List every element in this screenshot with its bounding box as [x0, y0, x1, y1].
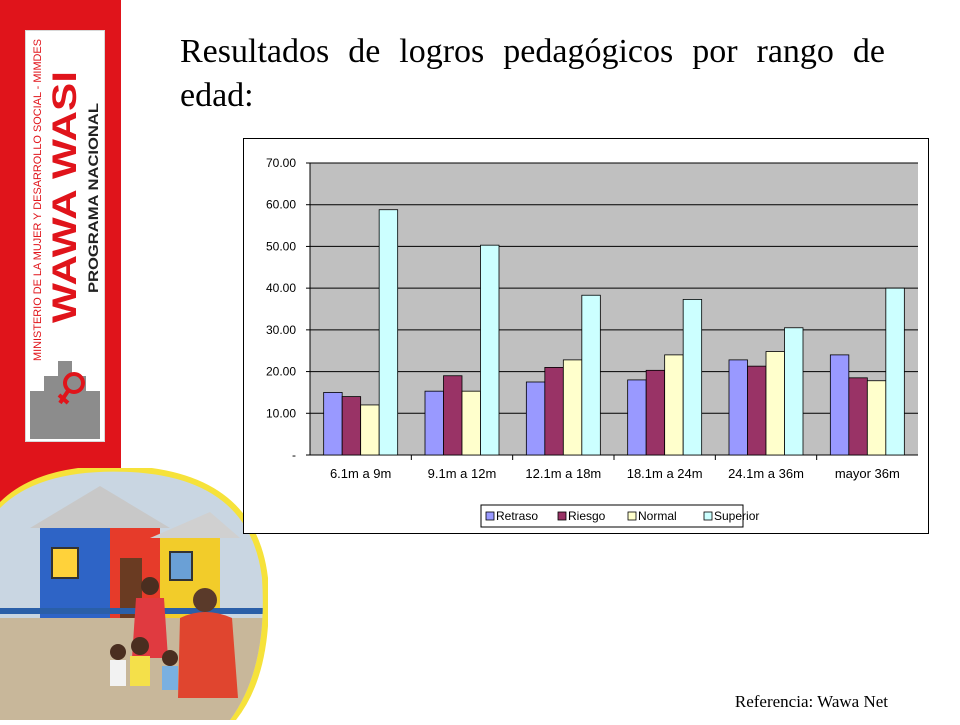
y-tick-label: 60.00: [266, 198, 296, 212]
y-tick-label: 50.00: [266, 239, 296, 253]
bar-superior-2: [581, 294, 601, 456]
bar-chart-svg: - 10.00 20.00 30.00 40.00 50.00 60.00 70.00 6.1m…: [266, 156, 918, 528]
bar-normal-4: [765, 351, 785, 456]
slide-title: Resultados de logros pedagógicos por ran…: [180, 33, 885, 114]
x-tick-label: 12.1m a 18m: [525, 466, 601, 481]
x-tick-label: 9.1m a 12m: [428, 466, 497, 481]
bar-riesgo-2: [544, 366, 564, 456]
bar-retraso-4: [728, 359, 748, 456]
bar-normal-5: [866, 380, 887, 456]
y-tick-label: 40.00: [266, 281, 296, 295]
legend-label: Retraso: [496, 509, 538, 523]
daycare-photo: [0, 465, 269, 725]
reference-note: Referencia: Wawa Net: [734, 692, 888, 711]
bar-riesgo-4: [747, 365, 767, 456]
female-symbol-icon: [63, 372, 85, 394]
x-tick-label: 24.1m a 36m: [728, 466, 804, 481]
y-tick-label: 20.00: [266, 365, 296, 379]
logo-program-subtitle: PROGRAMA NACIONAL: [85, 102, 101, 293]
wawa-wasi-logo: MINISTERIO DE LA MUJER Y DESARROLLO SOCI…: [25, 30, 105, 442]
logo-ministry-text: MINISTERIO DE LA MUJER Y DESARROLLO SOCI…: [32, 39, 44, 361]
legend-swatch: [557, 511, 567, 521]
bar-superior-0: [378, 209, 399, 456]
bar-normal-0: [360, 404, 380, 456]
bar-superior-1: [480, 244, 500, 456]
bar-superior-4: [784, 327, 804, 456]
bar-chart: - 10.00 20.00 30.00 40.00 50.00 60.00 70.00 6.1m…: [243, 138, 929, 534]
bar-riesgo-5: [848, 377, 868, 456]
bar-retraso-2: [525, 381, 546, 456]
legend: [480, 504, 744, 528]
bar-retraso-0: [323, 392, 343, 456]
y-tick-label: 10.00: [266, 406, 296, 420]
bar-normal-1: [461, 390, 481, 456]
legend-swatch: [485, 511, 495, 521]
legend-label: Superior: [714, 509, 759, 523]
bar-retraso-3: [627, 379, 647, 456]
bar-superior-5: [885, 287, 905, 456]
logo-program-name: WAWA WASI: [46, 71, 84, 323]
bar-riesgo-0: [341, 396, 362, 456]
legend-label: Normal: [638, 509, 677, 523]
y-tick-label: -: [292, 448, 296, 462]
y-tick-label: 70.00: [266, 156, 296, 170]
bar-superior-3: [682, 299, 703, 456]
bar-retraso-5: [829, 354, 850, 456]
x-tick-label: mayor 36m: [835, 466, 900, 481]
legend-swatch: [627, 511, 637, 521]
legend-swatch: [703, 511, 713, 521]
bar-riesgo-1: [443, 375, 463, 456]
bar-riesgo-3: [645, 369, 666, 456]
x-tick-label: 6.1m a 9m: [330, 466, 391, 481]
x-tick-label: 18.1m a 24m: [627, 466, 703, 481]
y-tick-label: 30.00: [266, 323, 296, 337]
bar-normal-2: [562, 359, 583, 456]
bar-normal-3: [664, 354, 684, 456]
logo-graphic: MINISTERIO DE LA MUJER Y DESARROLLO SOCI…: [30, 39, 101, 439]
plot-area: [310, 163, 918, 455]
legend-label: Riesgo: [568, 509, 606, 523]
bar-retraso-1: [424, 390, 444, 456]
